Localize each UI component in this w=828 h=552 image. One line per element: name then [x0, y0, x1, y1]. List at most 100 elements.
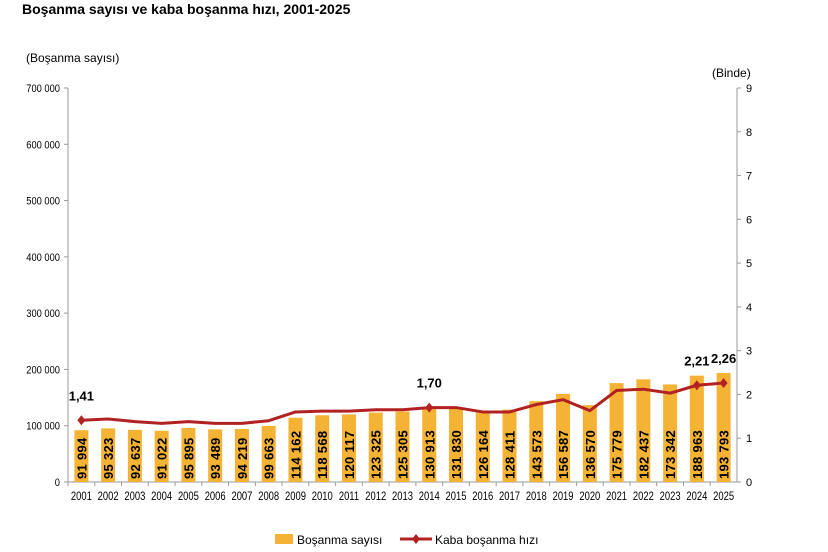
bar-label: 130 913	[422, 430, 437, 479]
left-axis-title: (Boşanma sayısı)	[26, 51, 119, 65]
bar	[261, 425, 276, 482]
rate-label: 2,26	[711, 351, 736, 366]
legend-bar-swatch	[275, 534, 293, 544]
bar	[689, 375, 704, 482]
right-tick-label: 3	[746, 346, 752, 358]
right-tick-label: 6	[746, 214, 752, 226]
bar	[609, 383, 624, 482]
rate-label: 2,21	[684, 353, 709, 368]
bar-label: 95 895	[181, 437, 196, 479]
left-tick-label: 200 000	[26, 365, 60, 377]
bar	[556, 393, 571, 482]
x-tick-label: 2001	[71, 490, 92, 503]
bar	[101, 428, 116, 482]
x-tick-label: 2007	[231, 490, 252, 503]
bar	[154, 430, 169, 482]
x-tick-label: 2010	[312, 490, 333, 503]
x-tick-label: 2014	[419, 490, 440, 503]
legend-line-label: Kaba boşanma hızı	[435, 533, 538, 547]
bar	[234, 428, 249, 482]
bar	[395, 411, 410, 482]
x-tick-label: 2012	[365, 490, 386, 503]
rate-label: 1,41	[69, 388, 94, 403]
bar	[74, 430, 89, 482]
bar	[475, 410, 490, 482]
bar-label: 173 342	[663, 430, 678, 479]
bar	[315, 415, 330, 482]
left-tick-label: 500 000	[26, 196, 60, 208]
rate-label: 1,70	[417, 376, 442, 391]
bar	[449, 407, 464, 482]
x-tick-label: 2025	[713, 490, 734, 503]
bar-label: 188 963	[690, 430, 705, 479]
bar-label: 123 325	[369, 430, 384, 479]
bar	[502, 409, 517, 482]
right-tick-label: 2	[746, 389, 752, 401]
bar-label: 91 994	[74, 437, 89, 479]
x-tick-label: 2008	[258, 490, 279, 503]
x-tick-label: 2015	[446, 490, 467, 503]
rate-marker	[719, 378, 728, 389]
bar-label: 91 022	[155, 437, 170, 479]
bar	[529, 401, 544, 482]
bar-label: 125 305	[396, 430, 411, 479]
bar-label: 131 830	[449, 430, 464, 479]
left-tick-label: 700 000	[26, 83, 60, 95]
legend-line-marker	[412, 534, 420, 544]
x-tick-label: 2009	[285, 490, 306, 503]
right-axis-title: (Binde)	[712, 66, 751, 80]
right-tick-label: 9	[746, 83, 752, 95]
x-tick-label: 2013	[392, 490, 413, 503]
x-tick-label: 2020	[579, 490, 600, 503]
left-tick-label: 0	[55, 477, 60, 489]
x-tick-label: 2019	[553, 490, 574, 503]
rate-line	[81, 381, 724, 425]
right-tick-label: 8	[746, 127, 752, 139]
right-tick-label: 5	[746, 258, 752, 270]
bar	[208, 429, 223, 482]
x-tick-label: 2006	[205, 490, 226, 503]
bar-label: 118 568	[315, 431, 330, 479]
bar-label: 94 219	[235, 437, 250, 479]
bar	[716, 372, 731, 482]
x-tick-label: 2021	[606, 490, 627, 503]
right-tick-label: 0	[746, 477, 752, 489]
bar-label: 182 437	[636, 430, 651, 479]
x-tick-label: 2004	[151, 490, 172, 503]
bar	[422, 408, 437, 482]
bar	[288, 417, 303, 482]
x-tick-label: 2024	[686, 490, 707, 503]
legend-bar-label: Boşanma sayısı	[297, 533, 382, 547]
rate-marker	[692, 380, 701, 391]
x-tick-label: 2002	[98, 490, 119, 503]
x-tick-label: 2023	[660, 490, 681, 503]
bar	[582, 405, 597, 482]
bar-label: 114 162	[288, 431, 303, 479]
bar-label: 92 637	[128, 437, 143, 479]
x-tick-label: 2017	[499, 490, 520, 503]
chart-title: Boşanma sayısı ve kaba boşanma hızı, 200…	[22, 1, 351, 17]
x-tick-label: 2022	[633, 490, 654, 503]
bar-label: 136 570	[583, 430, 598, 479]
bar-label: 156 587	[556, 430, 571, 479]
left-tick-label: 400 000	[26, 252, 60, 264]
right-tick-label: 1	[746, 433, 752, 445]
x-tick-label: 2005	[178, 490, 199, 503]
x-tick-label: 2018	[526, 490, 547, 503]
bar	[341, 414, 356, 482]
bar	[127, 429, 142, 482]
rate-marker	[425, 402, 434, 413]
left-tick-label: 100 000	[26, 421, 60, 433]
bar-label: 126 164	[476, 429, 491, 479]
bar	[368, 412, 383, 482]
x-tick-label: 2011	[339, 490, 359, 503]
rate-marker	[77, 415, 86, 426]
left-tick-label: 600 000	[26, 140, 60, 152]
bar-label: 175 779	[610, 430, 625, 479]
x-tick-label: 2003	[124, 490, 145, 503]
bar-label: 95 323	[101, 437, 116, 479]
right-tick-label: 7	[746, 171, 752, 183]
bar	[636, 379, 651, 482]
bar-label: 120 117	[342, 431, 357, 479]
